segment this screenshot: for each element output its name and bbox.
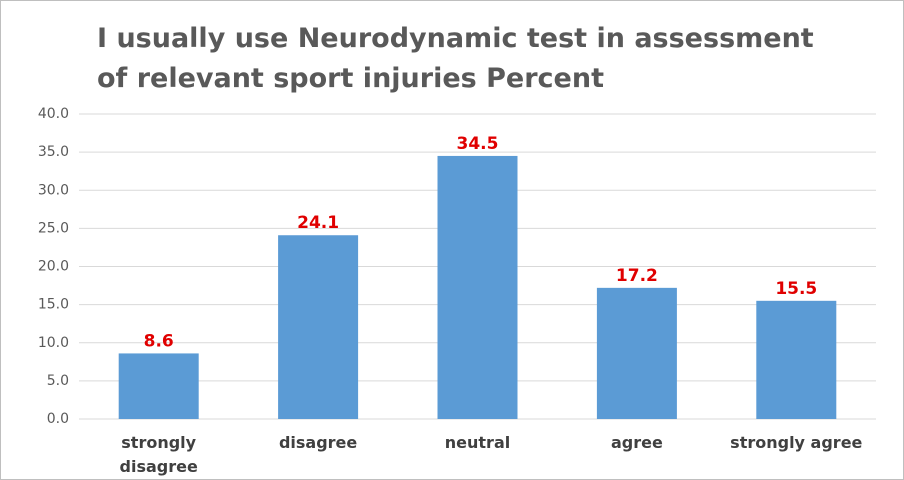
bar bbox=[596, 287, 677, 419]
value-label: 17.2 bbox=[616, 266, 658, 286]
y-tick-label: 25.0 bbox=[38, 220, 69, 236]
y-tick-label: 20.0 bbox=[38, 259, 69, 275]
y-tick-label: 15.0 bbox=[38, 297, 69, 313]
y-tick-label: 0.0 bbox=[47, 411, 69, 427]
value-label: 8.6 bbox=[144, 331, 174, 351]
y-tick-label: 30.0 bbox=[38, 182, 69, 198]
x-tick-label: disagree bbox=[278, 433, 358, 452]
bar bbox=[437, 155, 518, 419]
bar bbox=[756, 300, 837, 419]
x-tick-label: strongly disagree bbox=[119, 433, 198, 476]
value-label: 24.1 bbox=[297, 213, 339, 233]
x-tick-label: agree bbox=[610, 433, 663, 452]
bar bbox=[118, 353, 199, 419]
x-tick-label: neutral bbox=[444, 433, 511, 452]
y-tick-label: 40.0 bbox=[38, 106, 69, 122]
y-tick-label: 10.0 bbox=[38, 335, 69, 351]
x-tick-label: strongly agree bbox=[730, 433, 863, 452]
y-tick-label: 35.0 bbox=[38, 144, 69, 160]
y-tick-label: 5.0 bbox=[47, 373, 69, 389]
bar bbox=[278, 235, 359, 419]
chart-title: I usually use Neurodynamic test in asses… bbox=[97, 23, 814, 94]
value-label: 34.5 bbox=[457, 134, 499, 154]
value-label: 15.5 bbox=[775, 279, 817, 299]
